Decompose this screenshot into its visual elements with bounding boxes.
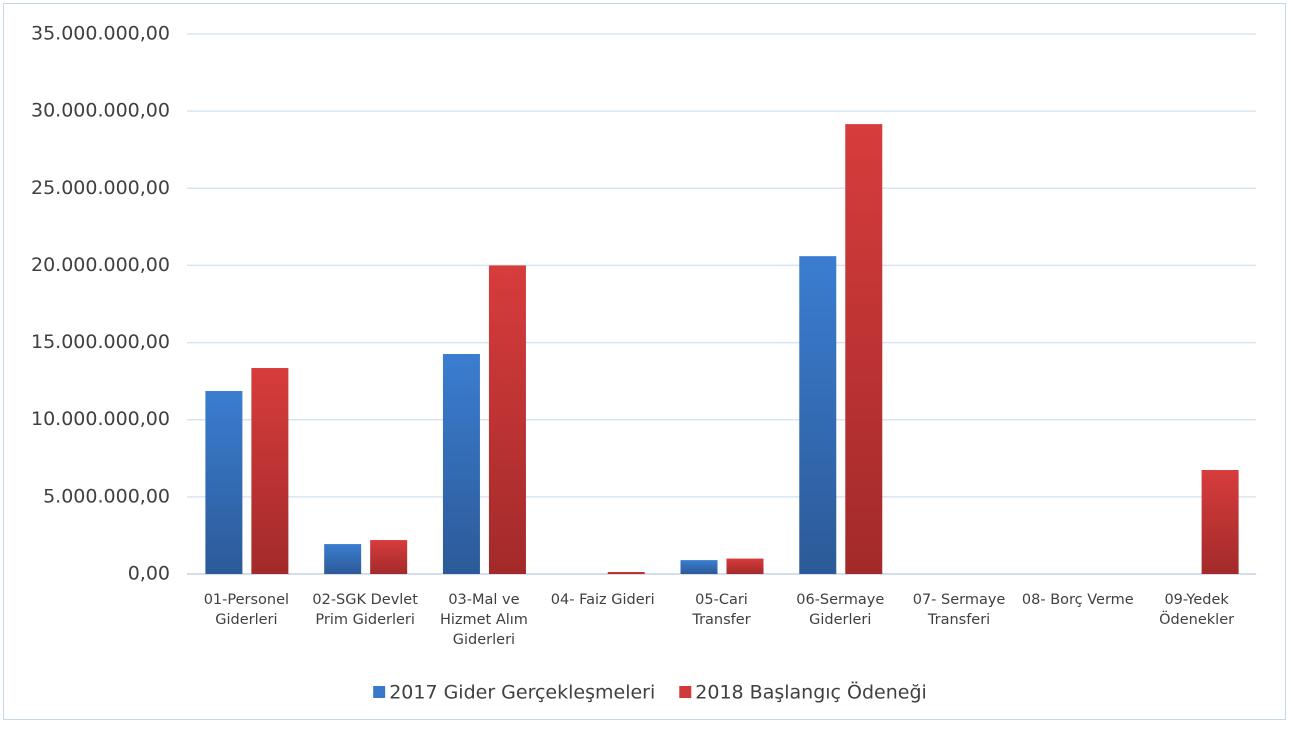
x-tick-label: 09-Yedek Ödenekler xyxy=(1159,592,1235,628)
bar xyxy=(205,391,243,574)
bar xyxy=(324,544,362,574)
bar xyxy=(442,353,480,574)
x-tick-label: 06-Sermaye Giderleri xyxy=(796,592,885,628)
x-tick-label: 04- Faiz Gideri xyxy=(550,592,655,608)
y-tick-label: 25.000.000,00 xyxy=(31,177,170,199)
x-tick-label: 01-Personel Giderleri xyxy=(203,592,290,628)
y-tick-label: 15.000.000,00 xyxy=(31,331,170,353)
y-tick-label: 20.000.000,00 xyxy=(31,254,170,276)
bar xyxy=(680,560,718,574)
y-tick-label: 10.000.000,00 xyxy=(31,408,170,430)
bar xyxy=(251,368,289,574)
y-tick-label: 0,00 xyxy=(128,563,170,585)
x-tick-label: 02-SGK Devlet Prim Giderleri xyxy=(312,592,418,628)
legend-label: 2018 Başlangıç Ödeneği xyxy=(695,681,927,704)
legend-swatch xyxy=(679,686,692,698)
bar xyxy=(726,558,764,574)
bar xyxy=(1201,470,1239,574)
frame xyxy=(3,3,1286,720)
legend-label: 2017 Gider Gerçekleşmeleri xyxy=(389,682,655,704)
bar xyxy=(845,124,883,575)
y-tick-label: 5.000.000,00 xyxy=(43,485,170,507)
x-tick-label: 07- Sermaye Transferi xyxy=(912,592,1006,628)
x-tick-label: 08- Borç Verme xyxy=(1021,592,1134,608)
bar xyxy=(799,256,837,574)
bar xyxy=(607,571,645,574)
x-tick-label: 03-Mal ve Hizmet Alım Giderleri xyxy=(439,592,528,648)
y-tick-label: 35.000.000,00 xyxy=(31,23,170,45)
y-tick-label: 30.000.000,00 xyxy=(31,100,170,122)
bar xyxy=(370,540,408,574)
legend-swatch xyxy=(373,686,386,698)
x-tick-label: 05-Cari Transfer xyxy=(692,592,751,628)
bar xyxy=(488,265,526,574)
